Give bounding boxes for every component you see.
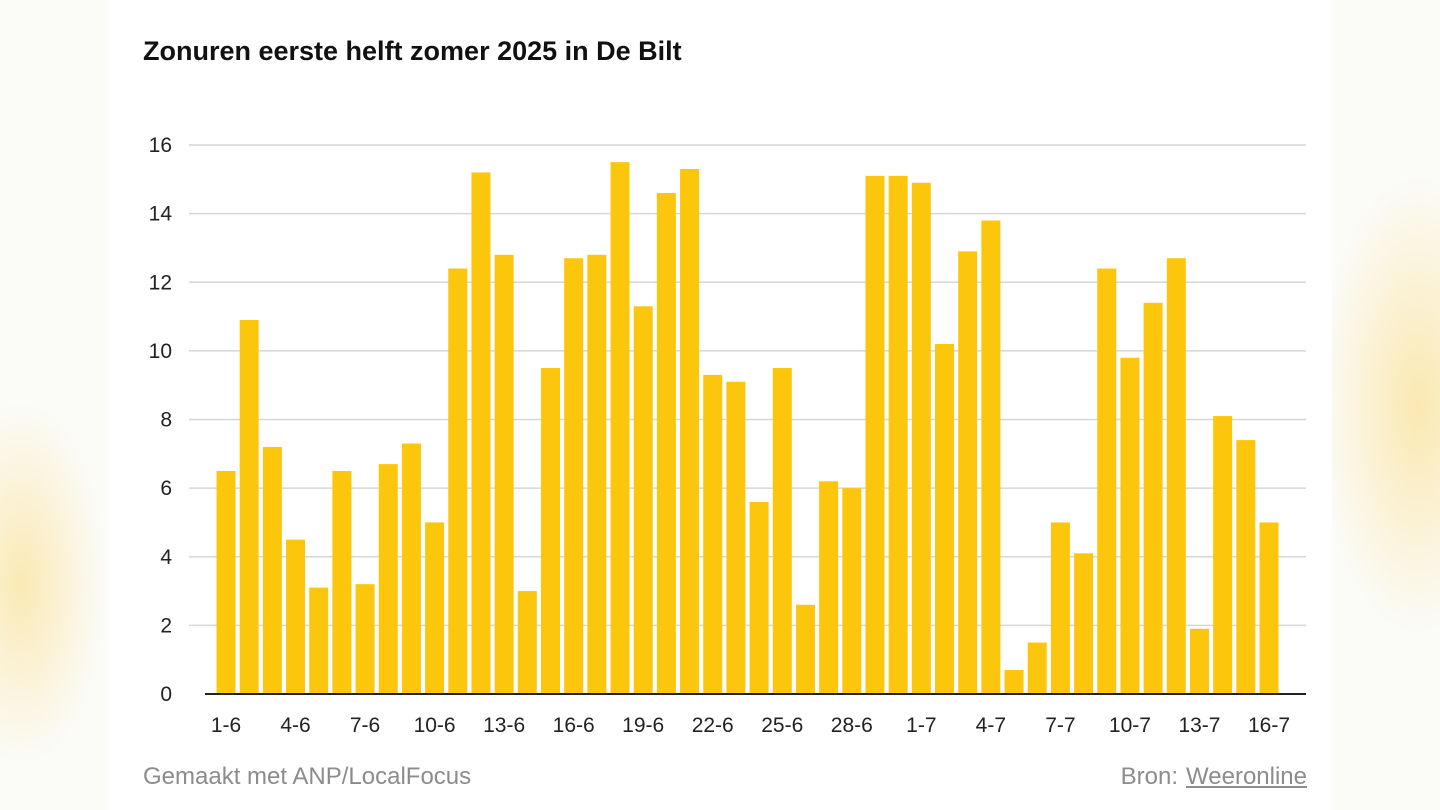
bar-13-7 (1189, 628, 1209, 694)
bar-20-6 (656, 193, 676, 694)
x-tick-label: 7-6 (350, 714, 380, 737)
background-right (1332, 0, 1440, 810)
y-tick-label: 6 (160, 477, 172, 500)
bar-12-6 (471, 172, 491, 694)
x-tick-label: 22-6 (692, 714, 734, 737)
bar-6-7 (1027, 642, 1047, 694)
x-tick-label: 25-6 (761, 714, 803, 737)
bar-3-7 (958, 251, 978, 694)
bar-8-6 (378, 464, 398, 694)
bar-23-6 (726, 381, 746, 694)
x-axis-ticks: 1-6 4-6 7-6 10-6 13-6 16-6 19-6 22-6 25-6 28-6 1-7… (211, 714, 1290, 737)
bar-19-6 (633, 306, 653, 694)
y-tick-label: 0 (160, 683, 172, 706)
bar-5-6 (309, 587, 329, 694)
bar-6-6 (332, 470, 352, 694)
source-credit: Bron: Weeronline (1121, 763, 1307, 791)
bar-2-6 (239, 319, 259, 694)
bar-1-7 (911, 182, 931, 694)
x-tick-label: 10-7 (1109, 714, 1151, 737)
x-tick-label: 10-6 (414, 714, 456, 737)
bar-10-7 (1120, 357, 1140, 694)
bar-16-7 (1259, 522, 1279, 694)
bar-3-6 (262, 446, 282, 694)
y-tick-label: 16 (149, 134, 172, 157)
x-tick-label: 4-6 (280, 714, 310, 737)
bar-7-6 (355, 584, 375, 694)
x-tick-label: 19-6 (622, 714, 664, 737)
bar-5-7 (1004, 669, 1024, 694)
bar-28-6 (842, 488, 862, 694)
bar-2-7 (935, 344, 955, 694)
y-axis-ticks: 0 2 4 6 8 10 12 14 16 (149, 134, 173, 706)
bar-16-6 (564, 258, 584, 694)
bars (216, 162, 1279, 695)
gridlines (189, 144, 1306, 627)
bar-4-6 (286, 539, 306, 694)
bar-27-6 (819, 481, 839, 694)
bar-24-6 (749, 501, 769, 694)
made-with-credit: Gemaakt met ANP/LocalFocus (143, 763, 472, 790)
bar-30-6 (888, 175, 908, 695)
bar-1-6 (216, 470, 236, 694)
bar-21-6 (680, 169, 700, 695)
bar-26-6 (795, 604, 815, 694)
bar-8-7 (1074, 553, 1094, 694)
bar-10-6 (425, 522, 445, 694)
bar-9-7 (1097, 268, 1117, 694)
x-tick-label: 4-7 (976, 714, 1006, 737)
x-tick-label: 13-6 (483, 714, 525, 737)
x-tick-label: 1-7 (906, 714, 936, 737)
bar-29-6 (865, 175, 885, 695)
bar-4-7 (981, 220, 1001, 695)
bar-18-6 (610, 162, 630, 694)
bar-15-7 (1236, 440, 1256, 694)
y-tick-label: 4 (160, 546, 172, 569)
bar-11-7 (1143, 302, 1163, 694)
y-tick-label: 10 (149, 340, 172, 363)
x-tick-label: 13-7 (1178, 714, 1220, 737)
x-tick-label: 28-6 (831, 714, 873, 737)
x-tick-label: 16-6 (553, 714, 595, 737)
x-tick-label: 1-6 (211, 714, 241, 737)
y-tick-label: 8 (160, 409, 172, 432)
chart-title: Zonuren eerste helft zomer 2025 in De Bi… (143, 36, 682, 66)
x-tick-label: 7-7 (1045, 714, 1075, 737)
y-tick-label: 12 (149, 271, 172, 294)
bar-15-6 (540, 368, 560, 694)
bar-14-7 (1213, 416, 1233, 694)
background-left (0, 0, 108, 810)
source-label: Bron: (1120, 763, 1179, 790)
bar-14-6 (517, 591, 537, 694)
bar-9-6 (401, 443, 421, 694)
bar-12-7 (1166, 258, 1186, 694)
bar-17-6 (587, 254, 607, 695)
x-tick-label: 16-7 (1248, 714, 1290, 737)
bar-22-6 (703, 374, 723, 694)
bar-11-6 (448, 268, 468, 694)
y-tick-label: 14 (149, 203, 173, 226)
source-link[interactable]: Weeronline (1186, 763, 1307, 790)
bar-13-6 (494, 254, 514, 695)
bar-7-7 (1050, 522, 1070, 694)
bar-25-6 (772, 368, 792, 694)
y-tick-label: 2 (160, 614, 172, 637)
